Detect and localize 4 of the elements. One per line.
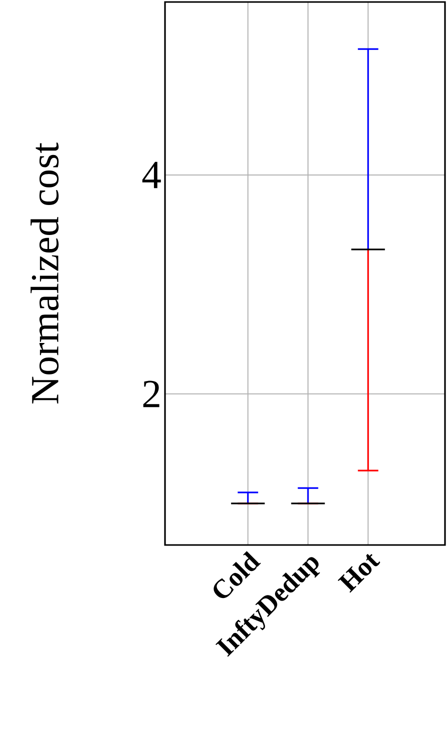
x-tick-label: Hot [338,554,380,593]
y-axis-title: Normalized cost [30,142,59,404]
y-tick-label: 4 [142,162,161,188]
y-tick-label: 2 [143,380,160,408]
